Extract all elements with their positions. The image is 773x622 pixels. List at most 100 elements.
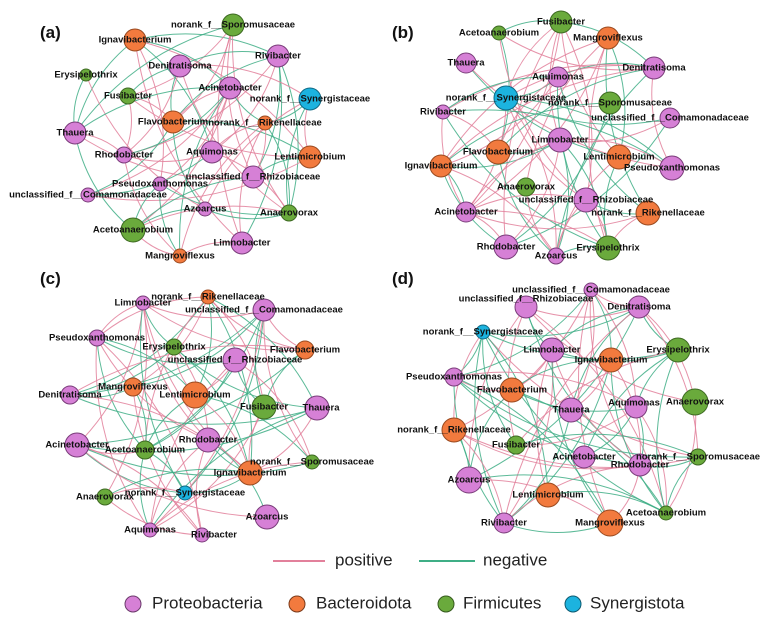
node-label: Erysipelothrix <box>576 243 640 254</box>
node-label: Anaerovorax <box>666 397 725 408</box>
node-label: Denitratisoma <box>607 302 671 313</box>
node-rivibacter <box>266 44 290 68</box>
node-label: Flavobacterium <box>463 147 533 158</box>
node-ignavibacterium <box>123 28 147 52</box>
node-lentimicrobium <box>181 381 209 409</box>
edge-positive <box>142 302 306 352</box>
edge-positive <box>507 306 527 446</box>
node-label: norank_f__Synergistaceae <box>125 488 245 499</box>
edge-negative <box>144 359 236 451</box>
edge-negative <box>474 331 505 524</box>
node-label: unclassified_f__Comamonadaceae <box>591 113 749 124</box>
node-label: norank_f__Sporomusaceae <box>250 457 374 468</box>
edge-negative <box>555 139 570 257</box>
node-azoarcus <box>254 504 280 530</box>
node-acinetobacter <box>572 445 596 469</box>
edge-negative <box>559 139 609 249</box>
edge-negative <box>505 102 611 248</box>
edge-negative <box>172 120 311 158</box>
edge-positive <box>505 97 587 201</box>
edge-positive <box>172 24 234 123</box>
node-norank-f-rikenellaceae <box>441 417 467 443</box>
edge-negative <box>96 337 236 365</box>
edge-negative <box>497 67 655 153</box>
node-label: Lentimicrobium <box>159 390 230 401</box>
node-label: Azoarcus <box>246 512 289 523</box>
edge-negative <box>583 349 679 458</box>
node-limnobacter <box>135 295 151 311</box>
edge-negative <box>87 121 174 196</box>
node-lentimicrobium <box>535 482 561 508</box>
node-label: Thauera <box>57 128 95 139</box>
edge-positive <box>149 309 265 531</box>
node-label: Acetoanaerobium <box>105 445 185 456</box>
node-label: Pseudoxanthomonas <box>49 333 145 344</box>
edge-positive <box>453 371 637 408</box>
node-unclassified-f-comamonadaceae <box>659 107 681 129</box>
edge-positive <box>87 156 311 201</box>
node-label: Rivibacter <box>420 107 466 118</box>
node-unclassified-f-rhizobiaceae <box>241 165 265 189</box>
node-label: Aquimonas <box>186 147 238 158</box>
edge-positive <box>525 306 667 514</box>
node-label: Thauera <box>553 405 591 416</box>
node-label: Pseudoxanthomonas <box>624 163 720 174</box>
node-label: Aquimonas <box>532 72 584 83</box>
edge-legend: positive negative <box>273 550 547 569</box>
node-erysipelothrix <box>79 68 93 82</box>
node-label: Acetoanaerobium <box>626 508 706 519</box>
node-label: Flavobacterium <box>138 117 208 128</box>
node-acetoanaerobium <box>135 440 155 460</box>
edge-negative <box>440 102 611 167</box>
panel-label: (b) <box>392 23 414 42</box>
node-label: Erysipelothrix <box>54 70 118 81</box>
edge-negative <box>149 407 318 531</box>
edge-positive <box>123 154 181 257</box>
edge-positive <box>204 98 311 210</box>
node-acinetobacter <box>64 432 90 458</box>
node-rhodobacter <box>115 146 133 164</box>
node-norank-f-sporomusaceae <box>304 454 320 470</box>
node-norank-f-synergistaceae <box>298 87 322 111</box>
node-anaerovorax <box>96 488 114 506</box>
node-lentimicrobium <box>298 145 322 169</box>
node-label: Limnobacter <box>114 298 171 309</box>
node-thauera <box>558 397 584 423</box>
node-label: unclassified_f__Rhizobiaceae <box>519 195 654 206</box>
node-label: Denitratisoma <box>148 61 212 72</box>
node-limnobacter <box>547 127 573 153</box>
node-label: Mangroviflexus <box>98 382 168 393</box>
edge-positive <box>503 21 562 248</box>
edge-positive <box>589 289 641 466</box>
edge-negative <box>286 98 311 214</box>
node-anaerovorax <box>516 177 536 197</box>
synergistota-legend-label: Synergistota <box>590 593 685 612</box>
edge-positive <box>505 97 557 257</box>
positive-legend-label: positive <box>335 550 393 569</box>
node-label: Denitratisoma <box>622 63 686 74</box>
node-unclassified-f-comamonadaceae <box>252 298 276 322</box>
edge-negative <box>482 331 667 514</box>
node-thauera <box>304 395 330 421</box>
edge-negative <box>515 433 699 458</box>
node-label: Anaerovorax <box>497 182 556 193</box>
edge-negative <box>74 39 136 134</box>
edge-positive <box>142 302 265 319</box>
node-acetoanaerobium <box>658 505 674 521</box>
node-label: norank_f__Synergistaceae <box>446 93 566 104</box>
edge-positive <box>149 461 313 531</box>
node-rhodobacter <box>195 427 221 453</box>
node-pseudoxanthomonas <box>152 176 168 192</box>
node-label: Acinetobacter <box>45 440 109 451</box>
edge-positive <box>453 429 699 468</box>
node-fusibacter <box>251 394 277 420</box>
node-label: norank_f__Synergistaceae <box>250 94 370 105</box>
edge-negative <box>207 296 318 409</box>
node-label: norank_f__Rikenellaceae <box>151 292 265 303</box>
node-label: unclassified_f__Comamonadaceae <box>9 190 167 201</box>
synergistota-legend-marker <box>564 595 582 613</box>
node-flavobacterium <box>295 340 315 360</box>
node-label: Lentimicrobium <box>274 152 345 163</box>
node-aquimonas <box>142 522 158 538</box>
node-unclassified-f-rhizobiaceae <box>514 295 538 319</box>
